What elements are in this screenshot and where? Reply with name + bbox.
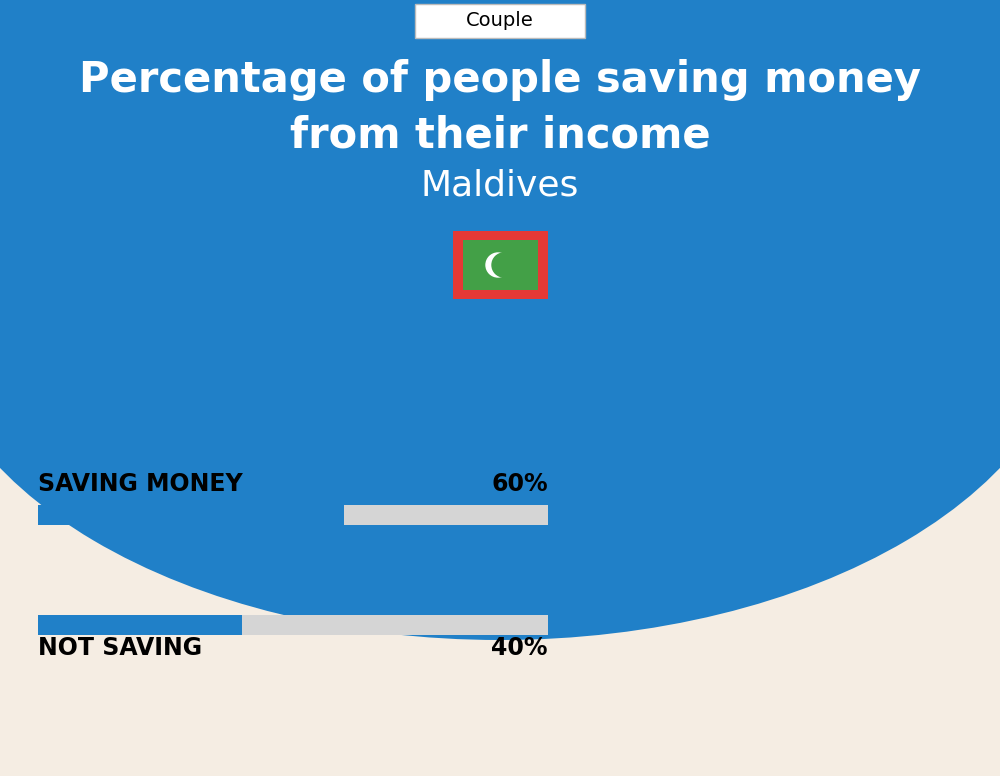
Bar [0,0,1000,310]
Text: 60%: 60% [491,472,548,496]
Bar [38,615,548,635]
Bar [462,240,538,290]
Bar [415,4,585,38]
Text: NOT SAVING: NOT SAVING [38,636,202,660]
Bar [38,615,242,635]
Text: Maldives: Maldives [421,168,579,202]
Ellipse shape [0,0,1000,640]
Circle shape [486,253,510,277]
Bar [452,231,548,299]
Bar [38,505,548,525]
Text: 40%: 40% [492,636,548,660]
Bar [38,505,344,525]
Circle shape [492,253,516,277]
Text: from their income: from their income [290,114,710,156]
Text: SAVING MONEY: SAVING MONEY [38,472,243,496]
Text: Couple: Couple [466,12,534,30]
Text: Percentage of people saving money: Percentage of people saving money [79,59,921,101]
